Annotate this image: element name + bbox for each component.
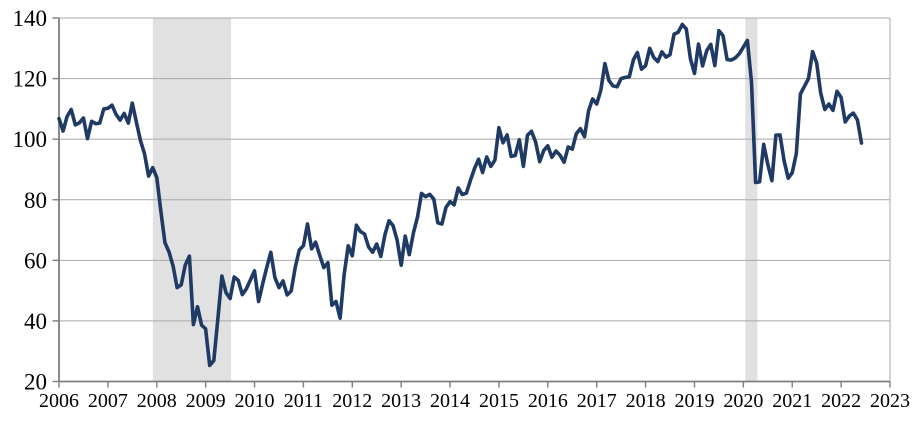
y-tick-label: 20	[24, 370, 47, 395]
x-tick-label: 2020	[723, 390, 763, 412]
x-tick-label: 2013	[381, 390, 421, 412]
x-tick-label: 2008	[137, 390, 177, 412]
x-tick-label: 2022	[821, 390, 861, 412]
y-tick-label: 60	[24, 248, 47, 273]
y-tick-label: 40	[24, 309, 47, 334]
x-tick-label: 2011	[284, 390, 323, 412]
y-tick-label: 100	[13, 127, 48, 152]
x-tick-label: 2023	[870, 390, 910, 412]
x-tick-label: 2006	[39, 390, 79, 412]
x-tick-label: 2018	[626, 390, 666, 412]
data-line	[57, 22, 864, 368]
x-tick-label: 2010	[235, 390, 275, 412]
x-tick-label: 2012	[332, 390, 372, 412]
x-tick-label: 2015	[479, 390, 519, 412]
y-tick-label: 120	[13, 67, 48, 92]
y-tick-label: 140	[13, 6, 48, 31]
x-tick-label: 2014	[430, 390, 470, 412]
x-tick-label: 2017	[577, 390, 617, 412]
x-tick-label: 2021	[772, 390, 812, 412]
x-tick-label: 2009	[186, 390, 226, 412]
y-tick-label: 80	[24, 188, 47, 213]
x-tick-label: 2016	[528, 390, 568, 412]
x-tick-label: 2019	[674, 390, 714, 412]
x-tick-label: 2007	[88, 390, 128, 412]
